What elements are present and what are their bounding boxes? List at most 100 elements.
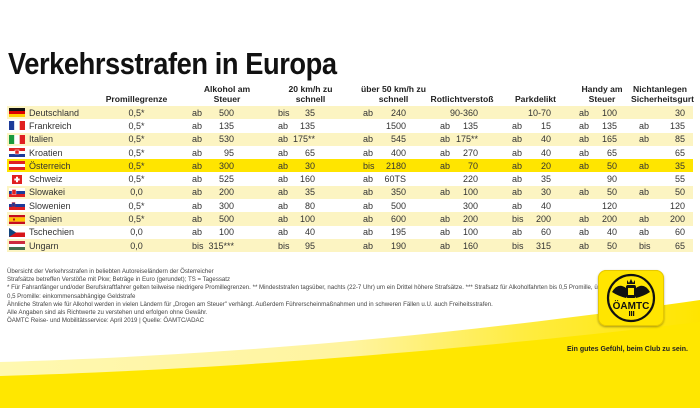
handy-cell: ab 200 (573, 212, 631, 226)
promille-cell: 0,5* (128, 147, 145, 158)
park-value: 200 (535, 214, 551, 225)
alkohol-value: 100 (218, 227, 234, 238)
kmh20-cell: ab 30 (256, 159, 341, 173)
alkohol-qualifier: ab (192, 120, 203, 131)
alkohol-value: 530 (218, 134, 234, 145)
rotlicht-value: 100 (462, 187, 478, 198)
kmh20-value: 175** (292, 134, 315, 145)
kmh20-cell: ab 65 (256, 146, 341, 159)
flag-czechia-icon (9, 227, 25, 237)
kmh50-cell: ab 190 (341, 238, 426, 253)
handy-value: 165 (601, 134, 617, 145)
gurt-value: 120 (669, 200, 685, 211)
country-cell: Kroatien (7, 146, 99, 159)
park-qualifier: ab (512, 187, 523, 198)
note-line: Übersicht der Verkehrsstrafen in beliebt… (7, 268, 214, 275)
kmh20-cell: ab 80 (256, 199, 341, 212)
handy-value: 90 (606, 174, 617, 185)
kmh20-qualifier: ab (278, 134, 289, 145)
kmh20-cell: ab 35 (256, 185, 341, 200)
gurt-value: 30 (674, 107, 685, 118)
promille-cell: 0,0 (99, 185, 174, 200)
table-row: Deutschland 0,5* ab 500 bis 35 ab 240 90-… (7, 106, 693, 120)
park-value: 35 (540, 174, 551, 185)
park-value: 40 (540, 200, 551, 211)
promille-cell: 0,5* (99, 159, 174, 173)
table-header-row: Promillegrenze Alkohol am Steuer 20 km/h… (7, 84, 695, 106)
kmh20-value: 135 (299, 120, 315, 131)
flag-italy-icon (9, 134, 25, 144)
rotlicht-cell: 220 (426, 172, 498, 185)
kmh20-qualifier: ab (278, 147, 289, 158)
table-row: Spanien 0,5* ab 500 ab 100 ab 600 ab 200 … (7, 212, 693, 226)
kmh20-qualifier: ab (278, 214, 289, 225)
handy-value: 135 (601, 120, 617, 131)
kmh50-cell: ab 195 (341, 226, 426, 239)
kmh50-value: 1500 (385, 120, 406, 131)
park-value: 40 (540, 134, 551, 145)
gurt-value: 50 (674, 187, 685, 198)
alkohol-value: 300 (218, 160, 234, 171)
alkohol-value: 525 (218, 174, 234, 185)
gurt-qualifier (639, 174, 655, 184)
kmh20-value: 30 (304, 160, 315, 171)
kmh50-qualifier: ab (363, 134, 374, 145)
table-row: Ungarn 0,0 bis 315*** bis 95 ab 190 ab 16… (7, 238, 693, 253)
promille-cell: 0,0 (99, 238, 174, 253)
rotlicht-cell: ab 135 (426, 119, 498, 132)
kmh50-cell: 1500 (341, 119, 426, 132)
park-cell: ab 20 (498, 159, 573, 173)
gurt-cell: 120 (631, 199, 693, 212)
alkohol-qualifier: ab (192, 187, 203, 198)
handy-value: 100 (601, 107, 617, 118)
country-cell: Österreich (7, 159, 99, 173)
promille-cell: 0,5* (128, 200, 145, 211)
park-value: 10-70 (527, 107, 551, 118)
kmh50-qualifier (363, 121, 379, 131)
alkohol-cell: ab 500 (174, 212, 256, 226)
gurt-qualifier (639, 201, 655, 211)
kmh20-cell: ab 40 (256, 226, 341, 239)
kmh50-qualifier: ab (363, 174, 374, 185)
handy-qualifier: ab (579, 187, 590, 198)
park-cell: ab 35 (498, 172, 573, 185)
park-cell: ab 40 (498, 199, 573, 212)
gurt-value: 65 (674, 147, 685, 158)
kmh50-value: 60TS (384, 174, 406, 185)
header-gurt: Nichtanlegen Sicherheitsgurt (631, 84, 695, 104)
country-cell: Spanien (7, 212, 99, 226)
gurt-value: 55 (674, 174, 685, 185)
handy-cell: ab 135 (573, 119, 631, 132)
kmh20-value: 65 (304, 147, 315, 158)
handy-qualifier: ab (579, 240, 590, 251)
gurt-qualifier (639, 148, 655, 158)
alkohol-qualifier: ab (192, 200, 203, 211)
kmh20-value: 35 (304, 107, 315, 118)
gurt-qualifier (639, 108, 655, 118)
rotlicht-value: 175** (455, 134, 478, 145)
kmh20-cell: ab 100 (256, 212, 341, 226)
header-50kmh: über 50 km/h zu schnell (361, 84, 426, 104)
gurt-qualifier: ab (639, 134, 650, 145)
handy-qualifier: ab (579, 227, 590, 238)
table-row: Tschechien 0,0 ab 100 ab 40 ab 195 ab 100… (7, 226, 693, 239)
table-row: Schweiz 0,5* ab 525 ab 160 ab 60TS 220 ab… (7, 172, 693, 185)
handy-qualifier: ab (579, 147, 590, 158)
logo-slogan: Ein gutes Gefühl, beim Club zu sein. (567, 346, 688, 353)
promille-cell: 0,0 (130, 227, 143, 238)
table-row: Österreich 0,5* ab 300 ab 30 bis 2180 ab … (7, 159, 693, 173)
kmh20-cell: bis 95 (256, 238, 341, 253)
header-promillegrenze: Promillegrenze (105, 93, 168, 104)
rotlicht-value: 300 (462, 200, 478, 211)
kmh20-qualifier: ab (278, 227, 289, 238)
park-value: 40 (540, 147, 551, 158)
country-name: Ungarn (29, 240, 59, 251)
table-row: Kroatien 0,5* ab 95 ab 65 ab 400 ab 270 a… (7, 146, 693, 159)
rotlicht-qualifier: ab (440, 240, 451, 251)
park-qualifier: bis (512, 240, 524, 251)
handy-cell: 90 (573, 172, 631, 185)
park-cell: bis 315 (498, 238, 573, 253)
park-value: 30 (540, 187, 551, 198)
kmh50-qualifier: ab (363, 147, 374, 158)
alkohol-value: 300 (218, 200, 234, 211)
